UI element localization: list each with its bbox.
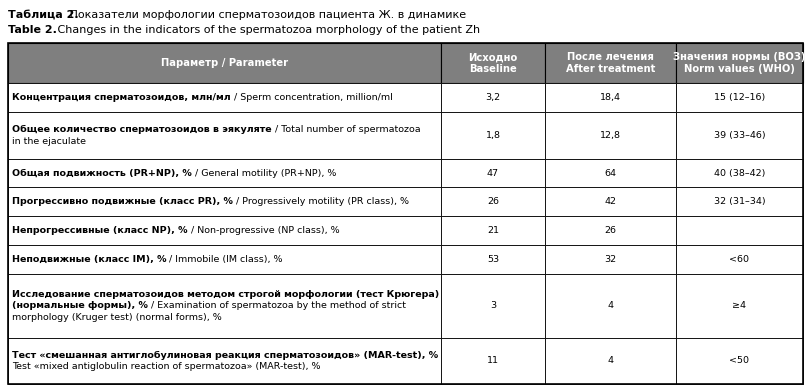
Bar [545,338,676,384]
Text: 3,2: 3,2 [486,94,500,103]
Bar [676,83,803,112]
Text: Значения нормы (ВОЗ)
Norm values (WHO): Значения нормы (ВОЗ) Norm values (WHO) [673,52,805,74]
Text: morphology (Kruger test) (normal forms), %: morphology (Kruger test) (normal forms),… [12,313,221,322]
Bar [8,112,441,159]
Text: 32 (31–34): 32 (31–34) [714,197,766,206]
Text: Непрогрессивные (класс NP), %: Непрогрессивные (класс NP), % [12,226,187,235]
Text: 15 (12–16): 15 (12–16) [714,94,765,103]
Bar [441,112,545,159]
Bar [676,338,803,384]
Text: / Progressively motility (PR class), %: / Progressively motility (PR class), % [233,197,409,206]
Text: Таблица 2.: Таблица 2. [8,10,79,20]
Bar [545,274,676,338]
Bar [545,188,676,216]
Bar [441,245,545,274]
Text: 53: 53 [487,255,499,264]
Text: Прогрессивно подвижные (класс PR), %: Прогрессивно подвижные (класс PR), % [12,197,233,206]
Bar [676,112,803,159]
Text: Общая подвижность (PR+NP), %: Общая подвижность (PR+NP), % [12,168,191,177]
Bar [545,159,676,188]
Text: / Non-progressive (NP class), %: / Non-progressive (NP class), % [187,226,339,235]
Bar [8,43,441,83]
Bar [441,188,545,216]
Bar [676,188,803,216]
Text: ≥4: ≥4 [732,301,746,310]
Bar [441,216,545,245]
Text: После лечения
After treatment: После лечения After treatment [565,52,655,74]
Text: 12,8: 12,8 [599,131,620,140]
Bar [8,159,441,188]
Text: / Examination of spermatozoa by the method of strict: / Examination of spermatozoa by the meth… [148,301,406,310]
Bar [676,216,803,245]
Bar [676,274,803,338]
Text: Параметр / Parameter: Параметр / Parameter [161,58,288,68]
Bar [545,83,676,112]
Text: <50: <50 [729,356,749,365]
Bar [441,43,545,83]
Text: / Immobile (IM class), %: / Immobile (IM class), % [166,255,283,264]
Text: Test «mixed antiglobulin reaction of spermatozoa» (MAR-test), %: Test «mixed antiglobulin reaction of spe… [12,362,320,371]
Bar [8,245,441,274]
Bar [545,43,676,83]
Text: Исследование сперматозоидов методом строгой морфологии (тест Крюгера): Исследование сперматозоидов методом стро… [12,290,440,299]
Bar [441,274,545,338]
Text: in the ejaculate: in the ejaculate [12,137,86,146]
Text: / Sperm concentration, million/ml: / Sperm concentration, million/ml [230,94,393,103]
Bar [441,338,545,384]
Bar [545,245,676,274]
Bar [545,216,676,245]
Text: 4: 4 [607,301,613,310]
Text: Концентрация сперматозоидов, млн/мл: Концентрация сперматозоидов, млн/мл [12,94,230,103]
Bar [8,216,441,245]
Text: 1,8: 1,8 [486,131,500,140]
Bar [441,159,545,188]
Text: 26: 26 [604,226,616,235]
Bar [8,274,441,338]
Bar [676,245,803,274]
Text: 40 (38–42): 40 (38–42) [714,168,765,177]
Bar [676,43,803,83]
Text: 26: 26 [487,197,499,206]
Bar [8,83,441,112]
Text: <60: <60 [729,255,749,264]
Bar [8,43,803,384]
Text: 4: 4 [607,356,613,365]
Text: Общее количество сперматозоидов в эякуляте: Общее количество сперматозоидов в эякуля… [12,125,272,134]
Bar [8,188,441,216]
Text: (нормальные формы), %: (нормальные формы), % [12,301,148,310]
Text: Table 2.: Table 2. [8,25,57,35]
Text: Исходно
Baseline: Исходно Baseline [468,52,517,74]
Text: 47: 47 [487,168,499,177]
Text: Показатели морфологии сперматозоидов пациента Ж. в динамике: Показатели морфологии сперматозоидов пац… [66,10,466,20]
Text: 42: 42 [604,197,616,206]
Bar [545,112,676,159]
Text: Тест «смешанная антиглобулиновая реакция сперматозоидов» (MAR-test), %: Тест «смешанная антиглобулиновая реакция… [12,351,438,360]
Text: 21: 21 [487,226,499,235]
Text: 18,4: 18,4 [599,94,620,103]
Text: 3: 3 [490,301,496,310]
Bar [676,159,803,188]
Text: 32: 32 [604,255,616,264]
Bar [8,338,441,384]
Text: / General motility (PR+NP), %: / General motility (PR+NP), % [191,168,336,177]
Text: / Total number of spermatozoa: / Total number of spermatozoa [272,125,420,134]
Text: Неподвижные (класс IM), %: Неподвижные (класс IM), % [12,255,166,264]
Bar [441,83,545,112]
Text: 64: 64 [604,168,616,177]
Text: Changes in the indicators of the spermatozoa morphology of the patient Zh: Changes in the indicators of the spermat… [54,25,480,35]
Text: 11: 11 [487,356,499,365]
Text: 39 (33–46): 39 (33–46) [714,131,766,140]
